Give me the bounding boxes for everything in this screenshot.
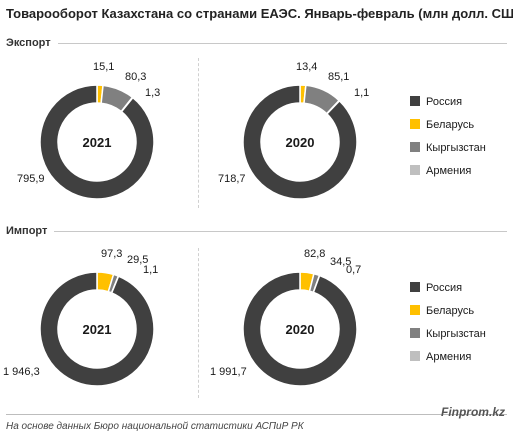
separator-export bbox=[198, 58, 199, 208]
data-label-Беларусь: 15,1 bbox=[93, 61, 114, 73]
legend-label-Россия: Россия bbox=[426, 96, 462, 108]
legend-swatch-Армения bbox=[410, 165, 420, 175]
legend-swatch-Беларусь bbox=[410, 305, 420, 315]
slice-Россия bbox=[39, 271, 155, 387]
data-label-Армения: 1,1 bbox=[354, 87, 369, 99]
footer-divider bbox=[6, 414, 507, 415]
legend-label-Беларусь: Беларусь bbox=[426, 305, 474, 317]
slice-Россия bbox=[39, 84, 155, 200]
legend-label-Армения: Армения bbox=[426, 165, 471, 177]
legend-swatch-Кыргызстан bbox=[410, 142, 420, 152]
data-label-Кыргызстан: 29,5 bbox=[127, 254, 148, 266]
legend-swatch-Кыргызстан bbox=[410, 328, 420, 338]
legend-label-Россия: Россия bbox=[426, 282, 462, 294]
section-divider-export bbox=[58, 43, 507, 44]
chart-title: Товарооборот Казахстана со странами ЕАЭС… bbox=[6, 6, 513, 21]
data-label-Россия: 1 946,3 bbox=[3, 366, 40, 378]
legend-swatch-Россия bbox=[410, 96, 420, 106]
data-label-Армения: 0,7 bbox=[346, 264, 361, 276]
section-label-export: Экспорт bbox=[6, 37, 51, 49]
legend-label-Кыргызстан: Кыргызстан bbox=[426, 142, 486, 154]
legend-label-Армения: Армения bbox=[426, 351, 471, 363]
legend-label-Беларусь: Беларусь bbox=[426, 119, 474, 131]
source-note: На основе данных Бюро национальной стати… bbox=[6, 421, 304, 432]
donut-0 bbox=[39, 84, 155, 200]
slice-Россия bbox=[242, 84, 358, 200]
section-label-import: Импорт bbox=[6, 225, 48, 237]
donut-3 bbox=[242, 271, 358, 387]
data-label-Беларусь: 82,8 bbox=[304, 248, 325, 260]
data-label-Кыргызстан: 85,1 bbox=[328, 71, 349, 83]
center-label-1: 2020 bbox=[286, 135, 315, 150]
data-label-Россия: 1 991,7 bbox=[210, 366, 247, 378]
separator-import bbox=[198, 248, 199, 398]
legend-swatch-Армения bbox=[410, 351, 420, 361]
legend-swatch-Беларусь bbox=[410, 119, 420, 129]
center-label-2: 2021 bbox=[83, 322, 112, 337]
legend-label-Кыргызстан: Кыргызстан bbox=[426, 328, 486, 340]
data-label-Армения: 1,3 bbox=[145, 87, 160, 99]
center-label-0: 2021 bbox=[83, 135, 112, 150]
data-label-Армения: 1,1 bbox=[143, 264, 158, 276]
brand-logo-text: Finprom.kz bbox=[440, 405, 505, 419]
data-label-Беларусь: 13,4 bbox=[296, 61, 317, 73]
data-label-Россия: 795,9 bbox=[17, 173, 45, 185]
legend-swatch-Россия bbox=[410, 282, 420, 292]
data-label-Кыргызстан: 34,5 bbox=[330, 256, 351, 268]
donut-2 bbox=[39, 271, 155, 387]
donut-1 bbox=[242, 84, 358, 200]
data-label-Беларусь: 97,3 bbox=[101, 248, 122, 260]
slice-Россия bbox=[242, 271, 358, 387]
data-label-Кыргызстан: 80,3 bbox=[125, 71, 146, 83]
data-label-Россия: 718,7 bbox=[218, 173, 246, 185]
center-label-3: 2020 bbox=[286, 322, 315, 337]
section-divider-import bbox=[54, 231, 507, 232]
